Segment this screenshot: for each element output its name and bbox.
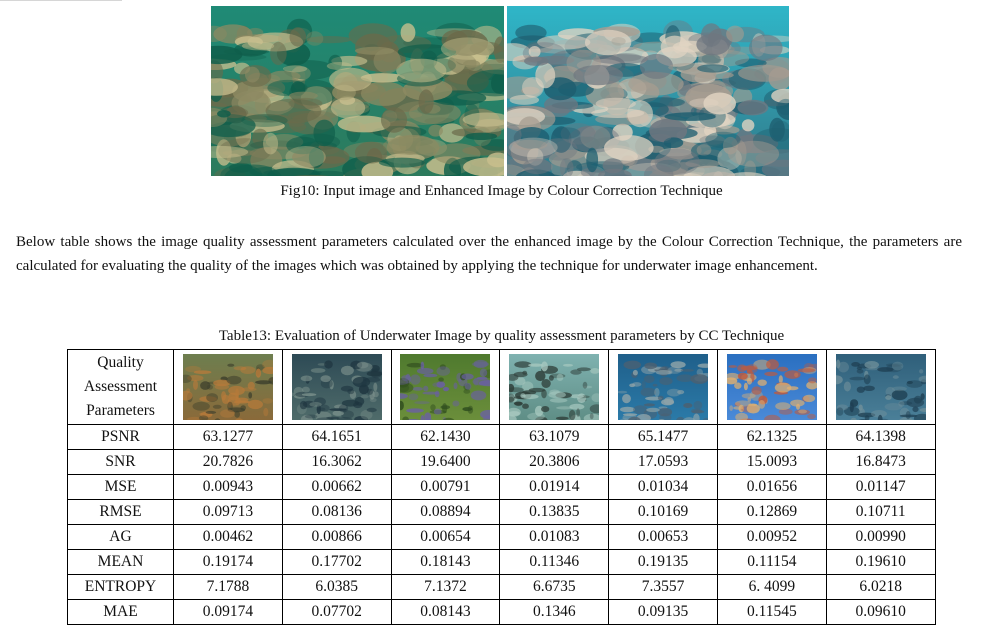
- metric-value-cell: 0.09610: [825, 599, 936, 625]
- metric-value-cell: 20.7826: [173, 449, 283, 475]
- metric-value-cell: 0.08143: [390, 599, 501, 625]
- metric-value-cell: 17.0593: [608, 449, 718, 475]
- metric-value-cell: 0.07702: [281, 599, 392, 625]
- metric-value-cell: 63.1079: [499, 424, 610, 450]
- metric-value-cell: 64.1651: [281, 424, 392, 450]
- figure-10: [211, 6, 789, 176]
- metric-value-cell: 0.11154: [716, 549, 827, 575]
- figure-caption: Fig10: Input image and Enhanced Image by…: [280, 183, 723, 199]
- metric-label-cell: AG: [67, 524, 174, 550]
- metric-label-cell: PSNR: [67, 424, 174, 450]
- metric-label-cell: ENTROPY: [67, 574, 174, 600]
- metric-value-cell: 0.00866: [281, 524, 392, 550]
- metric-value-cell: 6.0385: [281, 574, 392, 600]
- metric-value-cell: 0.00653: [608, 524, 718, 550]
- table-row: RMSE 0.09713 0.08136 0.08894 0.13835 0.10169 0…: [67, 499, 936, 525]
- metric-value-cell: 0.00791: [390, 474, 501, 500]
- table-row: MEAN 0.19174 0.17702 0.18143 0.11346 0.19135 0…: [67, 549, 936, 575]
- blue-seafloor-thumbnail: [618, 354, 709, 420]
- body-paragraph: Below table shows the image quality asse…: [16, 234, 962, 274]
- metric-value-cell: 19.6400: [390, 449, 501, 475]
- header-label-line: Parameters: [86, 402, 155, 419]
- metric-value-cell: 6.0218: [825, 574, 936, 600]
- metric-value-cell: 0.10169: [608, 499, 718, 525]
- table-header-row: Quality Assessment Parameters: [67, 349, 936, 425]
- shipwreck-thumbnail: [835, 354, 926, 420]
- metric-value-cell: 0.19610: [825, 549, 936, 575]
- diver-thumbnail: [182, 354, 273, 420]
- metric-value-cell: 0.08136: [281, 499, 392, 525]
- metric-value-cell: 20.3806: [499, 449, 610, 475]
- metric-value-cell: 7.1372: [390, 574, 501, 600]
- header-label-line: Quality: [97, 354, 144, 371]
- top-rule: [0, 0, 122, 1]
- metric-value-cell: 16.8473: [825, 449, 936, 475]
- enhanced-underwater-image: [507, 6, 789, 176]
- metric-value-cell: 0.00990: [825, 524, 936, 550]
- metric-value-cell: 0.09713: [173, 499, 283, 525]
- table-row: AG 0.00462 0.00866 0.00654 0.01083 0.00653 0.0…: [67, 524, 936, 550]
- metric-value-cell: 0.1346: [499, 599, 610, 625]
- metric-value-cell: 16.3062: [281, 449, 392, 475]
- header-label-cell: Quality Assessment Parameters: [67, 349, 174, 425]
- metric-value-cell: 0.13835: [499, 499, 610, 525]
- thumbnail-cell: [825, 349, 936, 425]
- metric-value-cell: 0.01034: [608, 474, 718, 500]
- metric-value-cell: 0.17702: [281, 549, 392, 575]
- metric-value-cell: 62.1430: [390, 424, 501, 450]
- metric-value-cell: 0.08894: [390, 499, 501, 525]
- metric-value-cell: 0.10711: [825, 499, 936, 525]
- metric-value-cell: 7.1788: [173, 574, 283, 600]
- table-row: SNR 20.7826 16.3062 19.6400 20.3806 17.0593 15…: [67, 449, 936, 475]
- metric-label-cell: SNR: [67, 449, 174, 475]
- metric-value-cell: 0.00943: [173, 474, 283, 500]
- thumbnail-cell: [281, 349, 392, 425]
- metric-value-cell: 0.12869: [716, 499, 827, 525]
- metric-value-cell: 64.1398: [825, 424, 936, 450]
- thumbnail-cell: [716, 349, 827, 425]
- table-row: PSNR 63.1277 64.1651 62.1430 63.1079 65.1477 6…: [67, 424, 936, 450]
- metric-label-cell: MSE: [67, 474, 174, 500]
- metric-value-cell: 0.01656: [716, 474, 827, 500]
- metric-value-cell: 0.01083: [499, 524, 610, 550]
- metric-value-cell: 0.00654: [390, 524, 501, 550]
- metric-value-cell: 0.00662: [281, 474, 392, 500]
- metric-value-cell: 6.6735: [499, 574, 610, 600]
- quality-metrics-table: Quality Assessment Parameters PSNR 63.127…: [67, 349, 936, 625]
- metric-value-cell: 7.3557: [608, 574, 718, 600]
- thumbnail-cell: [499, 349, 610, 425]
- thumbnail-cell: [390, 349, 501, 425]
- metric-value-cell: 0.09174: [173, 599, 283, 625]
- metric-value-cell: 6. 4099: [716, 574, 827, 600]
- thumbnail-cell: [608, 349, 718, 425]
- metric-value-cell: 0.01147: [825, 474, 936, 500]
- metric-value-cell: 0.00462: [173, 524, 283, 550]
- metric-value-cell: 65.1477: [608, 424, 718, 450]
- metric-label-cell: RMSE: [67, 499, 174, 525]
- metric-value-cell: 63.1277: [173, 424, 283, 450]
- metric-value-cell: 62.1325: [716, 424, 827, 450]
- table-row: ENTROPY 7.1788 6.0385 7.1372 6.6735 7.3557 6. …: [67, 574, 936, 600]
- metric-label-cell: MAE: [67, 599, 174, 625]
- metric-value-cell: 0.00952: [716, 524, 827, 550]
- metric-value-cell: 0.18143: [390, 549, 501, 575]
- thumbnail-cell: [173, 349, 283, 425]
- table-row: MAE 0.09174 0.07702 0.08143 0.1346 0.09135 0.1…: [67, 599, 936, 625]
- metric-value-cell: 0.11346: [499, 549, 610, 575]
- table-row: MSE 0.00943 0.00662 0.00791 0.01914 0.01034 0.…: [67, 474, 936, 500]
- metric-label-cell: MEAN: [67, 549, 174, 575]
- dark-reef-thumbnail: [291, 354, 382, 420]
- metric-value-cell: 0.19174: [173, 549, 283, 575]
- metric-value-cell: 0.09135: [608, 599, 718, 625]
- header-label-line: Assessment: [83, 378, 158, 395]
- metric-value-cell: 0.11545: [716, 599, 827, 625]
- input-underwater-image: [211, 6, 504, 176]
- coral-reef-thumbnail: [726, 354, 817, 420]
- metric-value-cell: 0.01914: [499, 474, 610, 500]
- green-turtle-thumbnail: [400, 354, 491, 420]
- table-caption: Table13: Evaluation of Underwater Image …: [218, 328, 785, 344]
- divers-reef-thumbnail: [509, 354, 600, 420]
- metric-value-cell: 0.19135: [608, 549, 718, 575]
- metric-value-cell: 15.0093: [716, 449, 827, 475]
